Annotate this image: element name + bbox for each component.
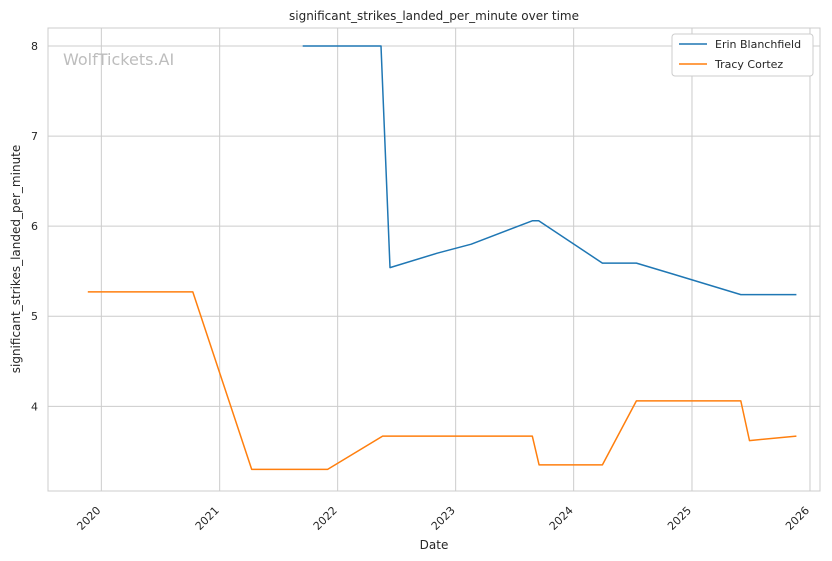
x-tick-label: 2026 xyxy=(783,504,812,533)
y-axis-label: significant_strikes_landed_per_minute xyxy=(9,145,23,374)
plot-border xyxy=(47,27,821,492)
series-line-erin-blanchfield xyxy=(302,45,797,296)
y-tick-label: 4 xyxy=(31,400,38,413)
y-tick-labels: 4 5 6 7 8 xyxy=(31,40,38,413)
watermark: WolfTickets.AI xyxy=(63,50,174,69)
legend-label-erin-blanchfield: Erin Blanchfield xyxy=(715,38,801,51)
x-tick-label: 2023 xyxy=(429,504,458,533)
x-tick-label: 2021 xyxy=(193,504,222,533)
y-tick-label: 8 xyxy=(31,40,38,53)
grid xyxy=(48,28,820,491)
y-tick-label: 7 xyxy=(31,130,38,143)
x-tick-label: 2025 xyxy=(665,504,694,533)
legend-box xyxy=(671,33,814,77)
plot-area xyxy=(48,28,820,491)
series-line-tracy-cortez xyxy=(87,291,797,471)
legend-label-tracy-cortez: Tracy Cortez xyxy=(714,58,783,71)
x-tick-labels: 2020 2021 2022 2023 2024 2025 2026 xyxy=(74,504,812,533)
y-tick-label: 5 xyxy=(31,310,38,323)
x-tick-label: 2022 xyxy=(311,504,340,533)
series-lines xyxy=(87,45,797,471)
x-tick-label: 2024 xyxy=(547,504,576,533)
chart-title: significant_strikes_landed_per_minute ov… xyxy=(289,9,579,23)
legend: Erin Blanchfield Tracy Cortez xyxy=(671,33,814,77)
y-tick-label: 6 xyxy=(31,220,38,233)
x-axis-label: Date xyxy=(420,538,449,552)
x-tick-label: 2020 xyxy=(74,504,103,533)
